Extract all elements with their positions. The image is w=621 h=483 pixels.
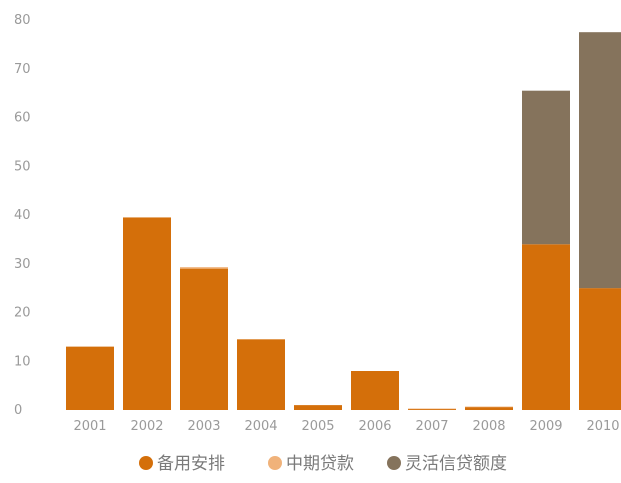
bar-2002-series-0 <box>123 217 171 410</box>
legend-label-1: 中期贷款 <box>286 454 354 474</box>
bar-2007-series-0 <box>408 409 456 410</box>
x-tick-label-2008: 2008 <box>472 419 505 434</box>
bar-2003-series-1 <box>180 267 228 269</box>
bar-2006-series-0 <box>351 371 399 410</box>
x-tick-label-2002: 2002 <box>130 419 163 434</box>
y-tick-label-80: 80 <box>14 13 31 28</box>
y-tick-label-0: 0 <box>14 403 22 418</box>
x-tick-label-2001: 2001 <box>73 419 106 434</box>
y-tick-label-70: 70 <box>14 62 31 77</box>
legend-label-0: 备用安排 <box>157 454 225 474</box>
y-tick-label-50: 50 <box>14 159 31 174</box>
x-tick-label-2005: 2005 <box>301 419 334 434</box>
bar-2009-series-0 <box>522 244 570 410</box>
bar-2004-series-0 <box>237 339 285 410</box>
bar-2008-series-0 <box>465 407 513 410</box>
y-tick-label-20: 20 <box>14 306 31 321</box>
x-tick-label-2009: 2009 <box>529 419 562 434</box>
x-tick-label-2006: 2006 <box>358 419 391 434</box>
bar-2009-series-2 <box>522 90 570 245</box>
bar-2005-series-0 <box>294 405 342 410</box>
y-tick-label-40: 40 <box>14 208 31 223</box>
bar-2008-series-1 <box>465 406 513 408</box>
legend-label-2: 灵活信贷额度 <box>405 454 507 474</box>
bar-2003-series-0 <box>180 268 228 410</box>
y-axis: 0 10 20 30 40 50 60 70 80 <box>14 13 31 418</box>
x-tick-label-2007: 2007 <box>415 419 448 434</box>
legend-swatch-2 <box>387 456 401 470</box>
bar-2010-series-2 <box>579 32 621 289</box>
y-tick-label-30: 30 <box>14 257 31 272</box>
x-tick-label-2004: 2004 <box>244 419 277 434</box>
bar-2007-series-1 <box>408 408 456 410</box>
legend: 备用安排 中期贷款 灵活信贷额度 <box>139 454 507 474</box>
x-tick-label-2003: 2003 <box>187 419 220 434</box>
x-tick-label-2010: 2010 <box>586 419 619 434</box>
bar-2001-series-0 <box>66 346 114 410</box>
y-tick-label-10: 10 <box>14 354 31 369</box>
y-tick-label-60: 60 <box>14 111 31 126</box>
legend-swatch-0 <box>139 456 153 470</box>
x-axis: 2001 2002 2003 2004 2005 2006 2007 2008 2009 2010 <box>73 419 619 434</box>
legend-swatch-1 <box>268 456 282 470</box>
bar-2010-series-0 <box>579 288 621 410</box>
bars <box>66 32 621 410</box>
